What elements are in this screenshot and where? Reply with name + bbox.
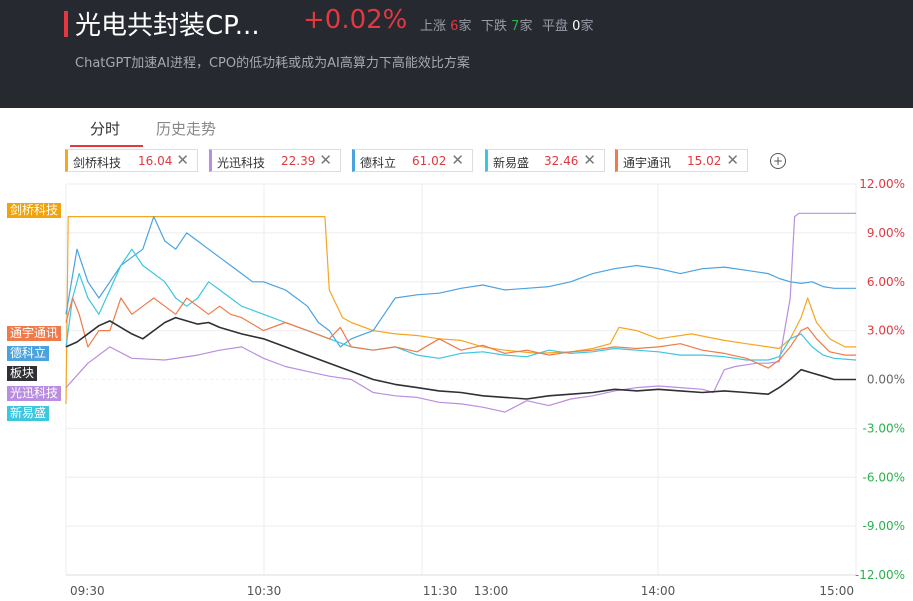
- y-tick-label: -6.00%: [863, 470, 905, 484]
- close-icon[interactable]: ✕: [726, 151, 739, 169]
- y-tick-label: -12.00%: [855, 568, 905, 582]
- stock-chip-name: 德科立: [360, 156, 397, 170]
- down-label: 下跌: [481, 19, 508, 34]
- line-label-dekeli: 德科立: [7, 346, 50, 361]
- y-tick-label: -9.00%: [863, 519, 905, 533]
- close-icon[interactable]: ✕: [583, 151, 596, 169]
- down-unit: 家: [519, 19, 533, 34]
- stock-chip-name: 新易盛: [493, 156, 530, 170]
- stock-chip-tongyu[interactable]: 通宇通讯 15.02 ✕: [615, 149, 748, 172]
- line-label-guangxun: 光迅科技: [7, 386, 62, 401]
- line-label-xinyisheng: 新易盛: [7, 406, 50, 421]
- down-count-stat: 下跌 7家: [481, 15, 532, 34]
- y-tick-label: 0.00%: [867, 373, 905, 387]
- flat-count-stat: 平盘 0家: [542, 15, 593, 34]
- stock-chip-value: 22.39: [281, 154, 316, 168]
- up-count-stat: 上涨 6家: [420, 15, 471, 34]
- series-line: [65, 248, 857, 361]
- sector-change-percent: +0.02%: [303, 5, 408, 35]
- stock-chip-dekeli[interactable]: 德科立 61.02 ✕: [352, 149, 473, 172]
- close-icon[interactable]: ✕: [176, 151, 189, 169]
- active-tab-indicator: [70, 145, 143, 147]
- stock-chip-jianqiao[interactable]: 剑桥科技 16.04 ✕: [65, 149, 198, 172]
- y-tick-label: 12.00%: [859, 177, 905, 191]
- stock-chip-value: 15.02: [687, 154, 722, 168]
- close-icon[interactable]: ✕: [319, 151, 332, 169]
- stock-chip-name: 通宇通讯: [623, 156, 672, 170]
- plus-circle-icon[interactable]: +: [770, 153, 786, 169]
- flat-unit: 家: [580, 19, 594, 34]
- stock-chip-guangxun[interactable]: 光迅科技 22.39 ✕: [209, 149, 341, 172]
- stock-chip-value: 16.04: [138, 154, 173, 168]
- y-tick-label: 6.00%: [867, 275, 905, 289]
- series-line: [65, 212, 856, 413]
- flat-count: 0: [572, 19, 581, 34]
- tab-intraday[interactable]: 分时: [90, 120, 121, 138]
- up-label: 上涨: [420, 19, 447, 34]
- flat-label: 平盘: [542, 19, 569, 34]
- y-tick-label: 3.00%: [867, 324, 905, 338]
- stock-chip-name: 剑桥科技: [73, 156, 122, 170]
- x-tick-label: 14:00: [641, 584, 676, 598]
- intraday-line-chart: 12.00% 9.00% 6.00% 3.00% 0.00% -3.00% -6.00% -9…: [65, 177, 905, 598]
- x-tick-label: 10:30: [247, 584, 282, 598]
- title-accent-bar: [64, 11, 68, 37]
- x-tick-label: 15:00: [819, 584, 854, 598]
- x-tick-label: 13:00: [474, 584, 509, 598]
- close-icon[interactable]: ✕: [451, 151, 464, 169]
- series-line: [65, 216, 856, 404]
- line-label-sector: 板块: [7, 366, 38, 381]
- header-panel: 光电共封装CP... +0.02% 上涨 6家 下跌 7家 平盘 0家 Chat…: [0, 0, 913, 108]
- series-line: [65, 297, 856, 369]
- line-label-jianqiao: 剑桥科技: [7, 203, 62, 218]
- down-count: 7: [511, 19, 520, 34]
- page-subtitle: ChatGPT加速AI进程，CPO的低功耗或成为AI高算力下高能效比方案: [75, 56, 470, 71]
- series-line: [65, 316, 856, 400]
- page-title: 光电共封装CP...: [75, 11, 260, 41]
- stock-chip-value: 32.46: [544, 154, 579, 168]
- series-line: [65, 216, 856, 348]
- stock-chip-value: 61.02: [412, 154, 447, 168]
- stock-chip-xinyisheng[interactable]: 新易盛 32.46 ✕: [485, 149, 605, 172]
- stock-chip-name: 光迅科技: [217, 156, 266, 170]
- up-count: 6: [450, 19, 459, 34]
- x-tick-label: 11:30: [423, 584, 458, 598]
- y-tick-label: -3.00%: [863, 421, 905, 435]
- y-tick-label: 9.00%: [867, 226, 905, 240]
- up-unit: 家: [458, 19, 472, 34]
- tab-history[interactable]: 历史走势: [156, 120, 217, 138]
- line-label-tongyu: 通宇通讯: [7, 326, 62, 341]
- x-tick-label: 09:30: [70, 584, 105, 598]
